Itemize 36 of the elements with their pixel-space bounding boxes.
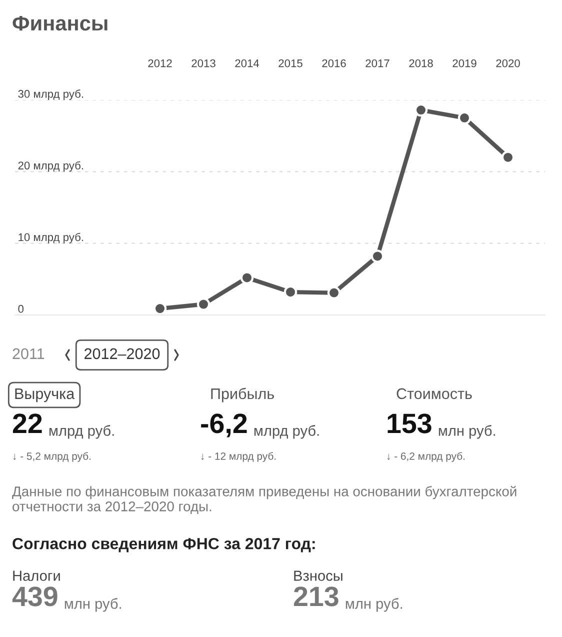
x-tick-label: 2017 bbox=[366, 59, 390, 68]
text: ↓ - 6,2 млрд руб. bbox=[387, 452, 465, 462]
y-tick-label: 10 млрд руб. bbox=[18, 232, 84, 244]
x-tick-label: 2016 bbox=[322, 59, 346, 68]
x-tick-label: 2020 bbox=[496, 59, 520, 68]
x-tick-label: 2019 bbox=[452, 59, 476, 68]
text: 2012–2020 bbox=[84, 348, 160, 360]
text: ↓ - 12 млрд руб. bbox=[201, 452, 276, 462]
text: Данные по финансовым показателям приведены на основании бухгалтерской отчетности за 2012–2020 годы. bbox=[12, 486, 516, 514]
text: млрд руб. bbox=[49, 425, 114, 439]
text: млн руб. bbox=[346, 598, 402, 612]
text: 153 bbox=[388, 414, 432, 434]
text: 2011 bbox=[12, 348, 44, 360]
text: 439 bbox=[12, 586, 58, 606]
text: млрд руб. bbox=[254, 425, 319, 439]
y-tick-label: 20 млрд руб. bbox=[18, 161, 84, 172]
chart-title: Финансы bbox=[12, 16, 108, 31]
text: 22 bbox=[12, 414, 42, 433]
text: Взносы bbox=[294, 570, 342, 581]
y-tick-label: 0 bbox=[18, 304, 24, 313]
x-tick-label: 2012 bbox=[148, 59, 172, 68]
text: Согласно сведениям ФНС за 2017 год: bbox=[12, 538, 315, 552]
text: 213 bbox=[294, 586, 338, 606]
text: ↓ - 5,2 млрд руб. bbox=[13, 452, 91, 462]
x-tick-label: 2015 bbox=[278, 59, 302, 68]
text: Налоги bbox=[13, 570, 60, 581]
text: Стоимость bbox=[396, 388, 472, 400]
text: Выручка bbox=[15, 388, 75, 402]
text: Прибыль bbox=[211, 388, 274, 402]
x-tick-label: 2018 bbox=[409, 59, 433, 68]
text: -6,2 bbox=[201, 414, 247, 438]
x-tick-label: 2013 bbox=[192, 59, 216, 68]
y-tick-label: 30 млрд руб. bbox=[18, 90, 84, 100]
text: млн руб. bbox=[64, 598, 122, 612]
x-tick-label: 2014 bbox=[235, 59, 260, 68]
text: млн руб. bbox=[438, 425, 496, 439]
